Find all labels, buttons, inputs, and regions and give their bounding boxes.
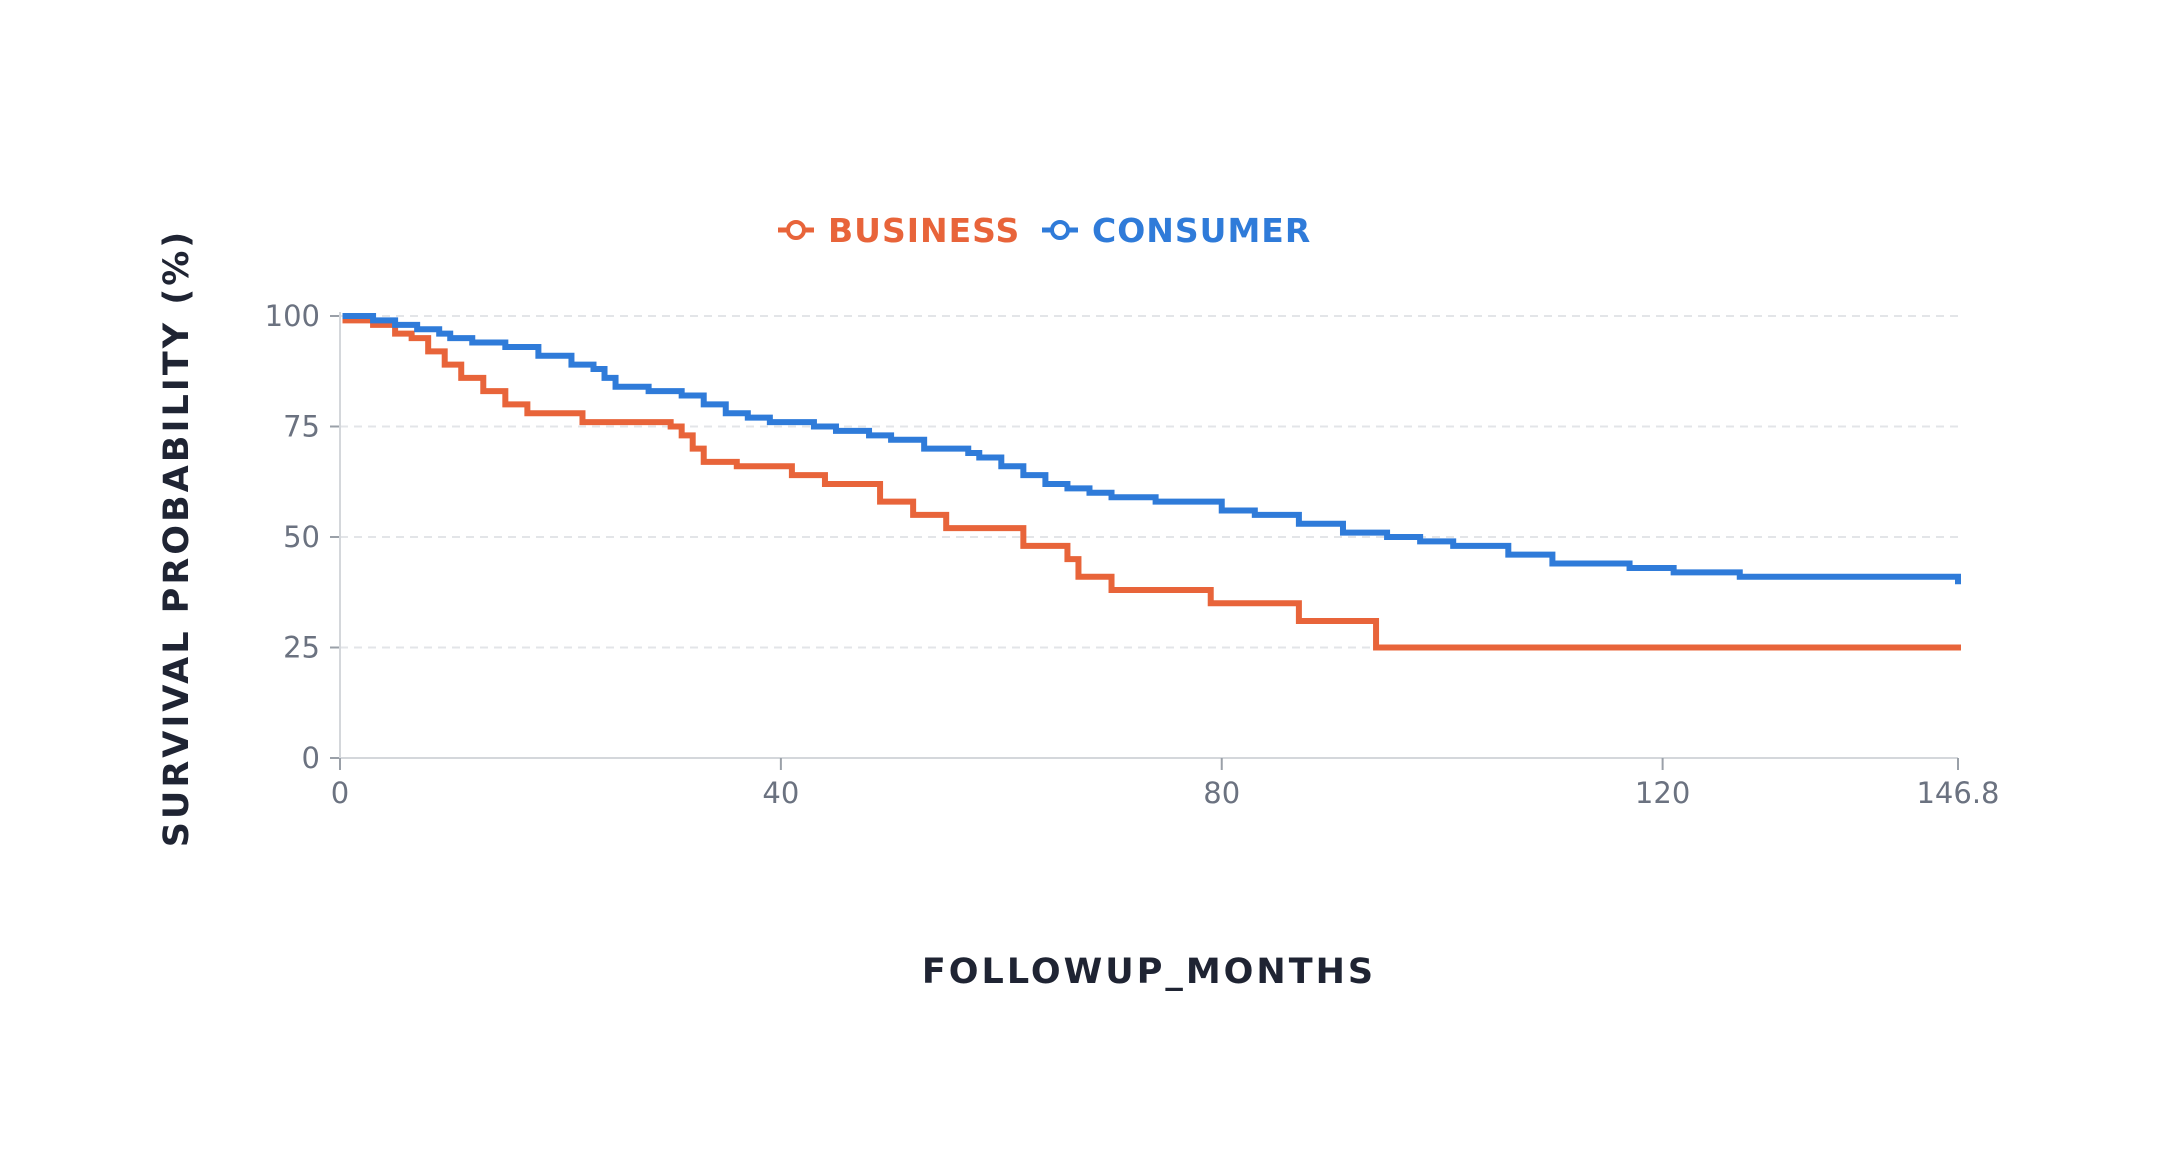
legend-marker-icon <box>786 220 806 240</box>
legend-item-consumer[interactable]: CONSUMER <box>1042 211 1311 250</box>
legend-label: BUSINESS <box>828 211 1020 250</box>
legend-item-business[interactable]: BUSINESS <box>778 211 1020 250</box>
legend-label: CONSUMER <box>1092 211 1311 250</box>
legend[interactable]: BUSINESS CONSUMER <box>778 211 1311 250</box>
y-tick-label: 50 <box>283 520 320 554</box>
legend-marker-icon <box>1050 220 1070 240</box>
x-tick-label: 0 <box>331 776 349 810</box>
series-lines <box>342 313 1961 651</box>
y-tick-label: 0 <box>302 741 320 775</box>
y-axis-title: SURVIVAL PROBABILITY (%) <box>157 229 197 848</box>
series-line-business <box>342 317 1961 651</box>
series-line-consumer <box>342 313 1961 585</box>
y-tick-label: 75 <box>283 410 320 444</box>
y-tick-label: 25 <box>283 631 320 665</box>
x-tick-label: 120 <box>1635 776 1690 810</box>
axes: 0 25 50 75 100 0 40 80 120 146.8 <box>265 299 2000 810</box>
x-tick-label: 80 <box>1203 776 1240 810</box>
x-axis-title: FOLLOWUP_MONTHS <box>922 952 1376 992</box>
y-tick-label: 100 <box>265 299 320 333</box>
x-tick-label: 146.8 <box>1916 776 1999 810</box>
x-tick-label: 40 <box>762 776 799 810</box>
